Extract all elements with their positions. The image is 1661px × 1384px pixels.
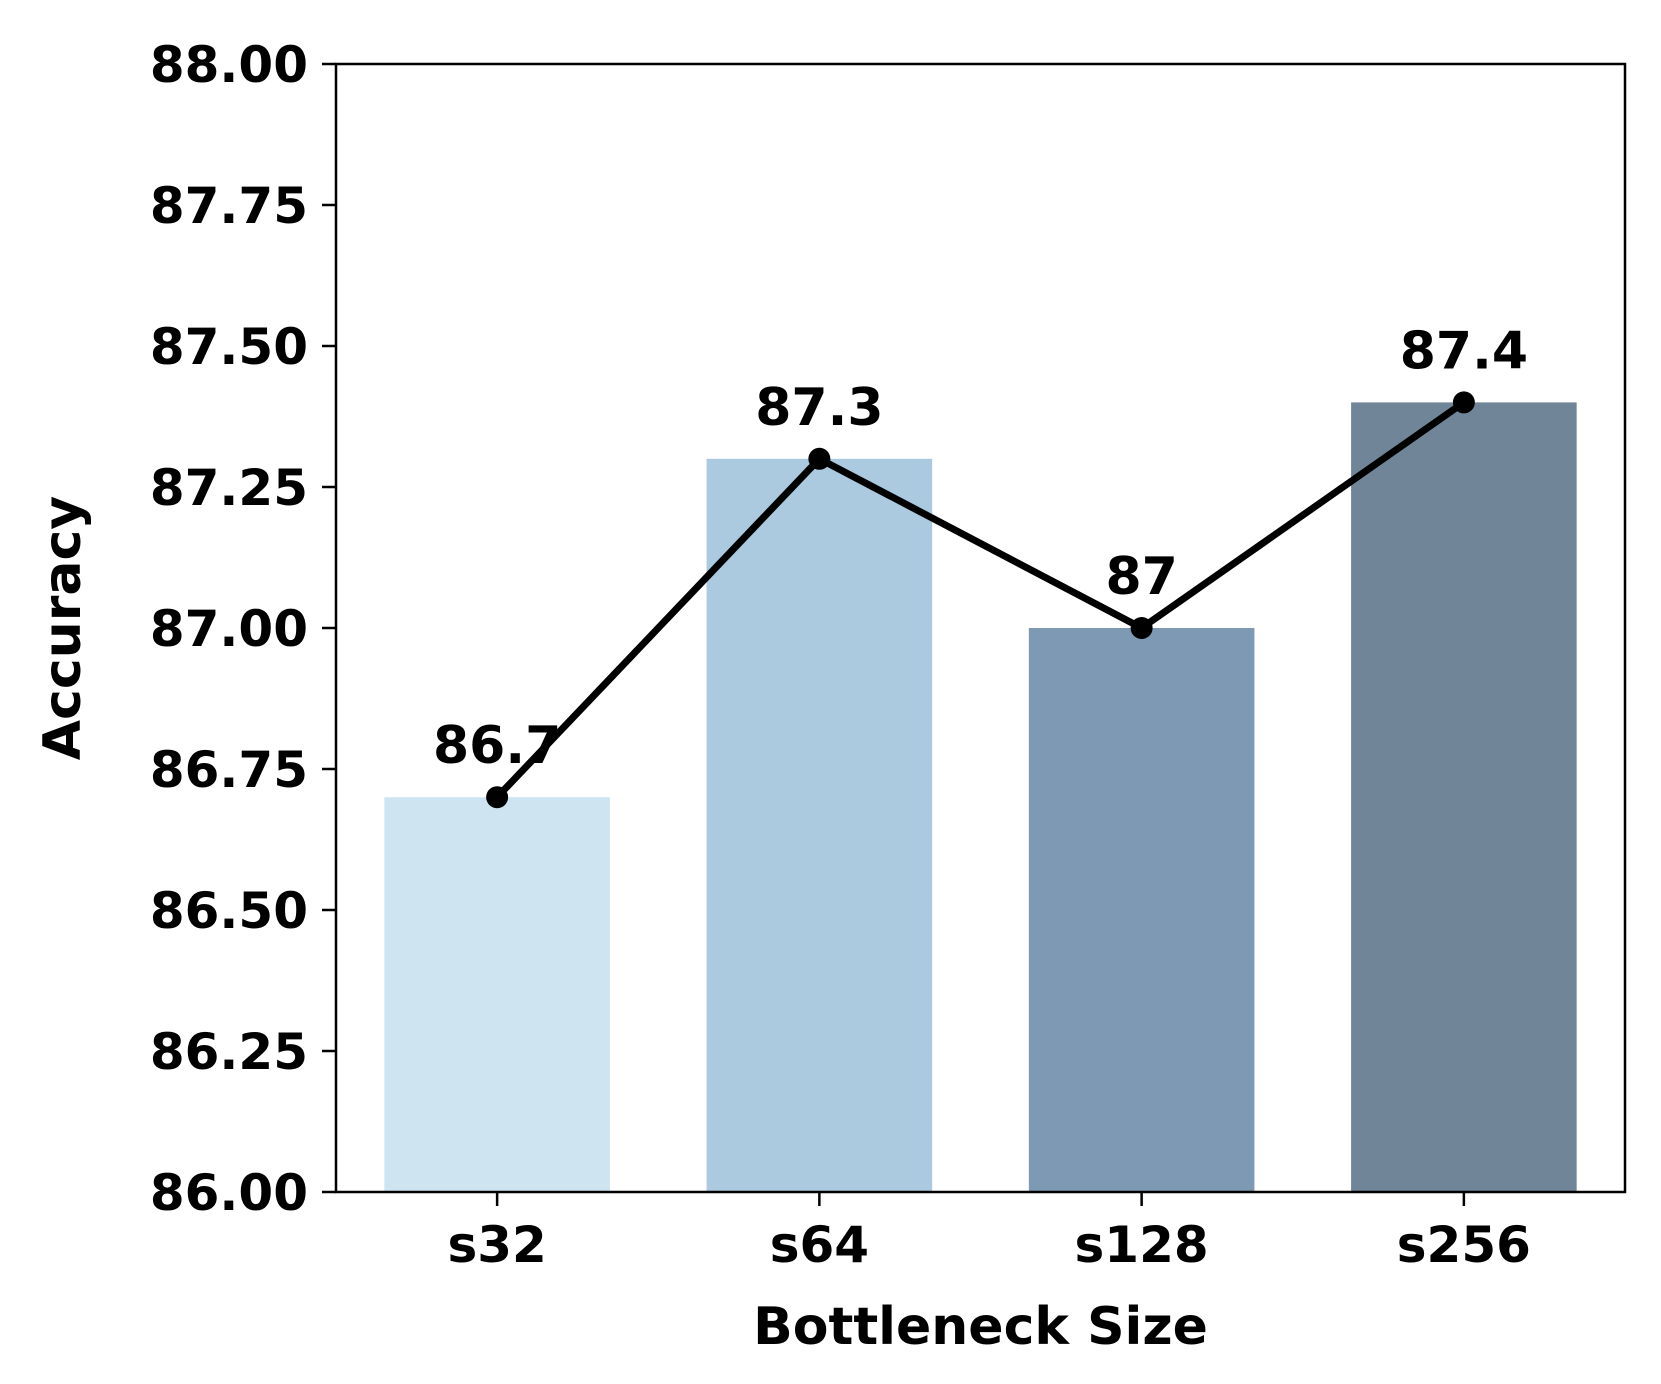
y-tick-label: 87.75 (150, 177, 308, 235)
bar-s64 (706, 458, 933, 1192)
bar-s32 (384, 797, 610, 1192)
bar-s128 (1028, 628, 1255, 1192)
data-label-s256: 87.4 (1400, 321, 1528, 381)
y-tick-label: 87.00 (150, 600, 308, 658)
bars-layer (384, 402, 1577, 1192)
y-tick-label: 86.00 (150, 1164, 308, 1222)
line-marker-s64 (808, 447, 831, 470)
x-tick-label-s128: s128 (1075, 1216, 1209, 1274)
x-tick-label-s64: s64 (770, 1216, 869, 1274)
x-tick-label-s32: s32 (447, 1216, 546, 1274)
y-tick-label: 87.50 (150, 318, 308, 376)
y-tick-label: 86.75 (150, 741, 308, 799)
data-label-s32: 86.7 (433, 716, 561, 776)
accuracy-line (494, 399, 1466, 800)
data-label-s64: 87.3 (755, 378, 883, 438)
x-axis-title: Bottleneck Size (753, 1297, 1208, 1357)
y-tick-label: 86.50 (150, 882, 308, 940)
y-tick-label: 86.25 (150, 1023, 308, 1081)
line-marker-s128 (1130, 617, 1153, 639)
y-tick-label: 88.00 (150, 36, 308, 94)
line-marker-s32 (486, 786, 509, 809)
data-labels-layer: 86.7 87.3 87 87.4 (433, 321, 1528, 776)
bar-s256 (1351, 402, 1577, 1192)
y-tick-label: 87.25 (150, 459, 308, 517)
line-marker-s256 (1452, 391, 1475, 414)
x-axis: s32 s64 s128 s256 (447, 1192, 1531, 1274)
line-layer (486, 391, 1475, 809)
y-axis-title: Accuracy (33, 496, 93, 760)
x-tick-label-s256: s256 (1397, 1216, 1531, 1274)
y-axis: 86.00 86.25 86.50 86.75 87.00 87.25 87.50 87.75… (150, 36, 336, 1222)
data-label-s128: 87 (1105, 547, 1177, 607)
